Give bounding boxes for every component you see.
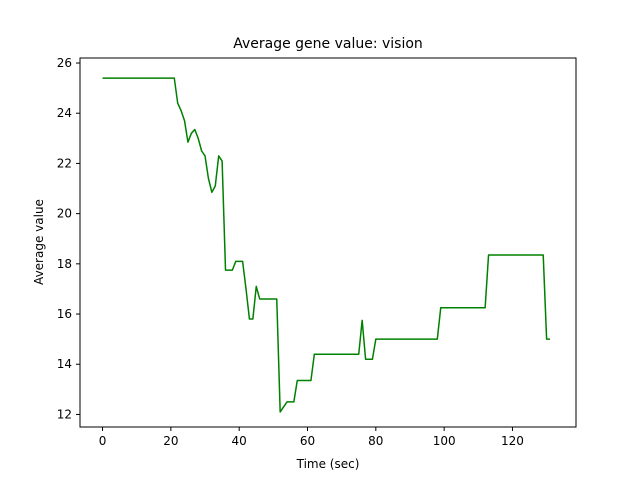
x-tick-label: 120 (501, 434, 524, 448)
y-tick-label: 20 (57, 207, 72, 221)
x-tick-label: 60 (300, 434, 315, 448)
series-layer (102, 77, 551, 413)
y-tick-label: 24 (57, 106, 72, 120)
x-axis-label: Time (sec) (296, 457, 360, 471)
y-tick-label: 14 (57, 357, 72, 371)
y-tick-label: 12 (57, 407, 72, 421)
y-axis: 12 14 16 18 20 22 24 26 (57, 56, 80, 421)
chart-title: Average gene value: vision (233, 36, 423, 52)
x-axis: 0 20 40 60 80 100 120 (99, 427, 524, 448)
y-axis-label: Average value (32, 199, 46, 285)
x-tick-label: 80 (368, 434, 383, 448)
x-tick-label: 0 (99, 434, 107, 448)
series-line-vision (102, 77, 551, 413)
x-tick-label: 40 (232, 434, 247, 448)
x-tick-label: 20 (163, 434, 178, 448)
y-tick-label: 16 (57, 307, 72, 321)
y-tick-label: 18 (57, 257, 72, 271)
y-tick-label: 26 (57, 56, 72, 70)
plot-area (79, 57, 577, 428)
y-tick-label: 22 (57, 156, 72, 170)
axes-frame (79, 57, 577, 428)
x-tick-label: 100 (433, 434, 456, 448)
